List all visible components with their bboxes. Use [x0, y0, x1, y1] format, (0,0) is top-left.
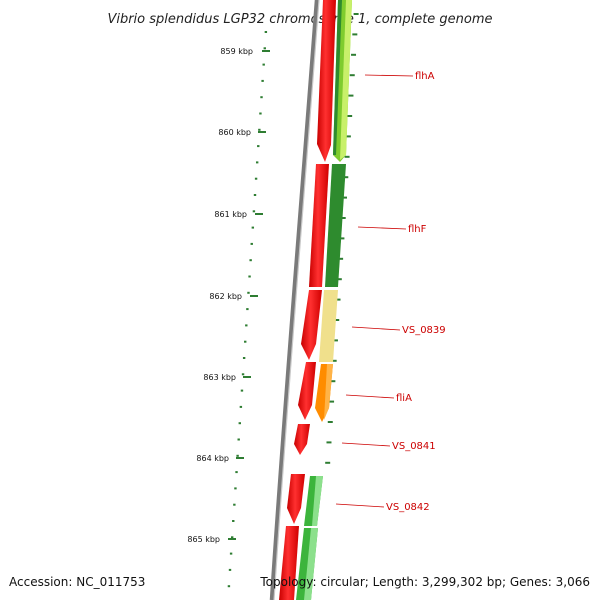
red-gene-arrow [309, 164, 329, 287]
red-gene-arrow [287, 474, 305, 524]
gene-leader-line [351, 326, 401, 331]
sequence-guide-dots [227, 31, 268, 588]
red-gene-arrow [279, 526, 299, 600]
chromosome-backbone [269, 0, 320, 600]
gene-block-flhF [325, 164, 346, 287]
gene-leader-line [345, 394, 395, 399]
gene-leader-line [364, 74, 414, 77]
gene-block-VS_0842-accent [312, 476, 323, 526]
strand-tick-marks [325, 13, 359, 464]
gene-labels: flhA flhF VS_0839 fliA VS_0841 VS_0842 [335, 71, 446, 513]
red-gene-arrow [317, 0, 336, 162]
accession-label: Accession: NC_011753 [9, 575, 145, 589]
gene-label-fliA: fliA [396, 393, 412, 404]
gene-leader-line [357, 226, 407, 230]
kbp-tick-label: 859 kbp [220, 47, 253, 56]
red-gene-arrow [301, 290, 322, 360]
gene-block-fliA-accent [324, 364, 333, 420]
map-title: Vibrio splendidus LGP32 chromosome 1, co… [107, 12, 492, 27]
red-gene-arrow [294, 424, 310, 455]
gene-leader-line [341, 442, 391, 447]
forward-strand-genes [296, 0, 352, 600]
gene-label-VS_0841: VS_0841 [392, 441, 436, 452]
gene-block-flhA-inner [333, 0, 342, 155]
gene-block-flhA-accent [340, 0, 352, 160]
kbp-tick-label: 863 kbp [203, 373, 236, 382]
gene-leader-line [335, 503, 385, 508]
reverse-strand-genes [279, 0, 336, 600]
gene-block-VS_0842b-accent [304, 528, 318, 600]
kbp-tick-label: 862 kbp [209, 292, 242, 301]
kbp-tick-label: 865 kbp [187, 535, 220, 544]
gene-label-flhF: flhF [408, 224, 427, 235]
gene-label-VS_0842: VS_0842 [386, 502, 430, 513]
genome-summary: Topology: circular; Length: 3,299,302 bp… [259, 575, 590, 589]
red-gene-arrow [298, 362, 316, 420]
kbp-tick-label: 860 kbp [218, 128, 251, 137]
kbp-axis: 859 kbp 860 kbp 861 kbp 862 kbp 863 kbp … [187, 47, 270, 544]
chromosome-backbone-highlight [273, 0, 320, 600]
gene-block-VS_0839 [319, 290, 338, 362]
kbp-tick-label: 861 kbp [214, 210, 247, 219]
gene-label-VS_0839: VS_0839 [402, 325, 446, 336]
kbp-tick-label: 864 kbp [196, 454, 229, 463]
gene-label-flhA: flhA [415, 71, 435, 82]
